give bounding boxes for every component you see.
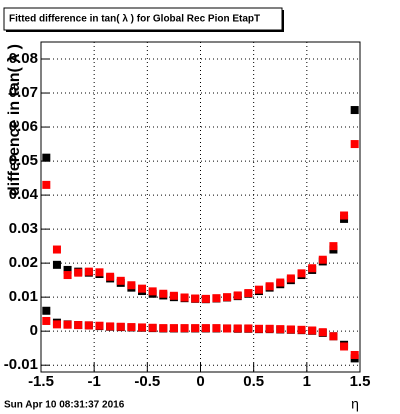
marker bbox=[42, 306, 51, 315]
plot-frame bbox=[40, 41, 361, 373]
marker bbox=[42, 316, 51, 325]
marker bbox=[308, 326, 317, 335]
title-box bbox=[3, 7, 283, 31]
marker bbox=[212, 294, 221, 303]
marker bbox=[138, 284, 147, 293]
chart-title: Fitted difference in tan( λ ) for Global… bbox=[9, 14, 260, 25]
y-tick-label: 0.02 bbox=[9, 254, 38, 271]
x-tick-label: -1 bbox=[87, 373, 100, 390]
marker bbox=[318, 328, 327, 337]
marker bbox=[159, 324, 168, 333]
marker bbox=[233, 291, 242, 300]
marker bbox=[254, 285, 263, 294]
marker bbox=[265, 324, 274, 333]
marker bbox=[244, 289, 253, 298]
marker bbox=[212, 324, 221, 333]
marker bbox=[297, 325, 306, 334]
marker bbox=[329, 242, 338, 251]
x-tick-label: -0.5 bbox=[134, 373, 160, 390]
marker bbox=[52, 260, 61, 269]
marker bbox=[201, 324, 210, 333]
marker bbox=[276, 325, 285, 334]
marker bbox=[340, 211, 349, 220]
marker bbox=[42, 180, 51, 189]
y-tick-label: 0.01 bbox=[9, 288, 38, 305]
marker bbox=[265, 282, 274, 291]
marker bbox=[180, 324, 189, 333]
marker bbox=[286, 274, 295, 283]
marker bbox=[116, 276, 125, 285]
marker bbox=[308, 264, 317, 273]
marker bbox=[340, 342, 349, 351]
marker bbox=[63, 320, 72, 329]
marker bbox=[127, 323, 136, 332]
marker bbox=[254, 324, 263, 333]
marker bbox=[84, 267, 93, 276]
marker bbox=[201, 294, 210, 303]
marker bbox=[223, 293, 232, 302]
marker bbox=[74, 268, 83, 277]
x-axis-label: η bbox=[351, 396, 359, 412]
marker bbox=[106, 322, 115, 331]
marker bbox=[276, 278, 285, 287]
x-tick-label: 0.5 bbox=[243, 373, 264, 390]
marker bbox=[63, 271, 72, 280]
marker bbox=[169, 291, 178, 300]
x-tick-label: 0 bbox=[196, 373, 204, 390]
marker bbox=[106, 272, 115, 281]
marker bbox=[191, 324, 200, 333]
marker bbox=[180, 293, 189, 302]
marker bbox=[350, 106, 359, 115]
marker bbox=[223, 324, 232, 333]
marker bbox=[233, 324, 242, 333]
y-tick-label: 0.03 bbox=[9, 220, 38, 237]
marker bbox=[159, 289, 168, 298]
y-tick-label: 0.08 bbox=[9, 50, 38, 67]
marker bbox=[52, 320, 61, 329]
y-tick-label: 0.04 bbox=[9, 186, 39, 203]
x-tick-label: 1.5 bbox=[350, 373, 371, 390]
marker bbox=[297, 269, 306, 278]
marker bbox=[148, 287, 157, 296]
marker bbox=[84, 321, 93, 330]
marker bbox=[95, 268, 104, 277]
marker bbox=[191, 294, 200, 303]
timestamp: Sun Apr 10 08:31:37 2016 bbox=[4, 400, 125, 411]
marker bbox=[127, 281, 136, 290]
marker bbox=[74, 321, 83, 330]
y-tick-label: 0.06 bbox=[9, 118, 38, 135]
marker bbox=[148, 323, 157, 332]
y-tick-label: 0 bbox=[30, 322, 38, 339]
marker bbox=[350, 140, 359, 149]
marker bbox=[286, 325, 295, 334]
y-tick-label: -0.01 bbox=[4, 356, 38, 373]
marker bbox=[329, 332, 338, 341]
x-tick-label: -1.5 bbox=[28, 373, 54, 390]
marker bbox=[318, 255, 327, 264]
marker bbox=[169, 324, 178, 333]
marker bbox=[350, 350, 359, 359]
y-tick-label: 0.07 bbox=[9, 84, 38, 101]
marker bbox=[138, 323, 147, 332]
x-tick-label: 1 bbox=[303, 373, 311, 390]
marker bbox=[52, 245, 61, 254]
y-tick-label: 0.05 bbox=[9, 152, 38, 169]
marker bbox=[116, 322, 125, 331]
y-axis-label: difference in tan( λ ) bbox=[6, 44, 23, 196]
marker bbox=[63, 265, 72, 274]
marker bbox=[42, 153, 51, 162]
marker bbox=[95, 321, 104, 330]
marker bbox=[244, 324, 253, 333]
